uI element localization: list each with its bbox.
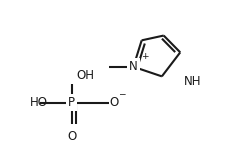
- Text: O: O: [109, 96, 119, 109]
- Text: HO: HO: [30, 96, 48, 109]
- Text: OH: OH: [77, 69, 95, 82]
- Text: methyl: methyl: [101, 66, 106, 67]
- Text: methyl: methyl: [102, 66, 107, 67]
- Text: −: −: [118, 89, 126, 98]
- Text: methyl: methyl: [102, 66, 107, 67]
- Text: NH: NH: [184, 75, 201, 88]
- Text: P: P: [68, 96, 75, 109]
- Text: +: +: [141, 52, 148, 61]
- Text: NH: NH: [184, 75, 201, 88]
- Text: O: O: [67, 130, 77, 143]
- Text: N: N: [129, 60, 138, 73]
